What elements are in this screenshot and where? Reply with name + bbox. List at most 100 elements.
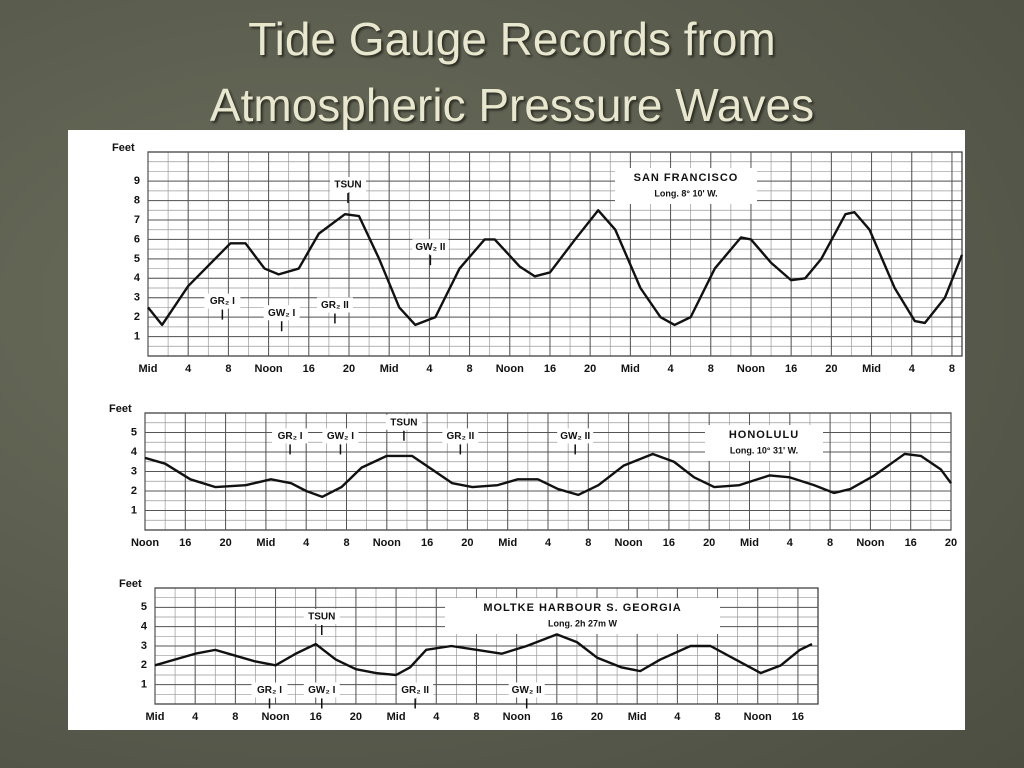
x-tick-label: 20 bbox=[591, 711, 603, 723]
annotation-background bbox=[397, 682, 434, 698]
x-tick-label: 20 bbox=[343, 363, 355, 375]
annotation-text: TSUN bbox=[390, 417, 417, 428]
location-label: HONOLULU bbox=[729, 429, 799, 441]
tide-line bbox=[144, 452, 952, 499]
x-tick-label: 20 bbox=[461, 537, 473, 549]
x-tick-label: 4 bbox=[545, 537, 552, 549]
y-tick-label: 1 bbox=[141, 679, 147, 691]
annotation-text: GR₂ I bbox=[257, 685, 282, 696]
x-tick-label: 16 bbox=[310, 711, 322, 723]
x-tick-label: 8 bbox=[467, 363, 473, 375]
location-label: MOLTKE HARBOUR S. GEORGIA bbox=[483, 602, 681, 614]
annotation-text: GR₂ I bbox=[278, 431, 303, 442]
slide-title: Tide Gauge Records from bbox=[248, 13, 776, 65]
annotation-background bbox=[557, 428, 594, 444]
x-tick-label: Mid bbox=[628, 711, 647, 723]
x-tick-label: Mid bbox=[740, 537, 759, 549]
x-tick-label: Mid bbox=[862, 363, 881, 375]
x-tick-label: 8 bbox=[473, 711, 479, 723]
y-tick-label: 6 bbox=[134, 233, 140, 245]
x-tick-label: Mid bbox=[621, 363, 640, 375]
x-tick-label: 4 bbox=[674, 711, 681, 723]
y-tick-label: 8 bbox=[134, 194, 140, 206]
annotation-background bbox=[251, 682, 288, 698]
longitude-label: Long. 8° 10' W. bbox=[654, 188, 717, 198]
annotation-background bbox=[322, 428, 359, 444]
annotation-background bbox=[329, 177, 366, 193]
x-tick-label: Noon bbox=[131, 537, 159, 549]
x-tick-label: 20 bbox=[584, 363, 596, 375]
x-tick-label: 20 bbox=[219, 537, 231, 549]
y-tick-label: 2 bbox=[131, 485, 137, 497]
y-tick-label: 1 bbox=[131, 504, 137, 516]
annotation-background bbox=[263, 305, 300, 321]
x-tick-label: 8 bbox=[232, 711, 238, 723]
x-tick-label: Mid bbox=[498, 537, 517, 549]
x-tick-label: 20 bbox=[703, 537, 715, 549]
x-tick-label: Noon bbox=[261, 711, 289, 723]
x-tick-label: 8 bbox=[343, 537, 349, 549]
annotation-text: GR₂ II bbox=[446, 431, 474, 442]
x-tick-label: Noon bbox=[744, 711, 772, 723]
annotation-text: GR₂ II bbox=[321, 300, 349, 311]
y-tick-label: 3 bbox=[134, 292, 140, 304]
tide-line bbox=[154, 633, 813, 677]
slide-title: Atmospheric Pressure Waves bbox=[209, 79, 815, 131]
x-tick-label: 8 bbox=[714, 711, 720, 723]
x-tick-label: 20 bbox=[350, 711, 362, 723]
y-tick-label: 4 bbox=[141, 621, 148, 633]
y-tick-label: 1 bbox=[134, 330, 140, 342]
x-tick-label: 4 bbox=[787, 537, 794, 549]
x-tick-label: Noon bbox=[737, 363, 765, 375]
y-tick-label: 4 bbox=[131, 446, 138, 458]
x-tick-label: 8 bbox=[949, 363, 955, 375]
y-tick-label: 5 bbox=[134, 253, 140, 265]
x-tick-label: Noon bbox=[856, 537, 884, 549]
annotation-text: GW₂ I bbox=[308, 685, 335, 696]
tide-line bbox=[147, 209, 964, 327]
annotation-text: GW₂ I bbox=[268, 308, 295, 319]
location-label: SAN FRANCISCO bbox=[634, 172, 739, 184]
annotation-text: GR₂ I bbox=[210, 296, 235, 307]
annotation-text: GW₂ II bbox=[415, 242, 445, 253]
x-tick-label: Noon bbox=[615, 537, 643, 549]
x-tick-label: Noon bbox=[373, 537, 401, 549]
annotation-background bbox=[272, 428, 309, 444]
x-tick-label: Noon bbox=[503, 711, 531, 723]
x-tick-label: 16 bbox=[421, 537, 433, 549]
x-tick-label: 8 bbox=[827, 537, 833, 549]
annotation-background bbox=[442, 428, 479, 444]
x-tick-label: 4 bbox=[303, 537, 310, 549]
x-tick-label: 16 bbox=[544, 363, 556, 375]
x-tick-label: Mid bbox=[146, 711, 165, 723]
x-tick-label: 4 bbox=[192, 711, 199, 723]
y-axis-label: Feet bbox=[109, 403, 132, 415]
y-tick-label: 5 bbox=[141, 601, 147, 613]
x-tick-label: 16 bbox=[905, 537, 917, 549]
x-tick-label: Mid bbox=[139, 363, 158, 375]
x-tick-label: 16 bbox=[551, 711, 563, 723]
y-tick-label: 2 bbox=[141, 659, 147, 671]
x-tick-label: 4 bbox=[668, 363, 675, 375]
x-tick-label: 20 bbox=[825, 363, 837, 375]
x-tick-label: 16 bbox=[663, 537, 675, 549]
annotation-background bbox=[316, 297, 353, 313]
location-box bbox=[445, 598, 720, 634]
x-tick-label: Mid bbox=[256, 537, 275, 549]
annotation-text: TSUN bbox=[308, 612, 335, 623]
x-tick-label: 20 bbox=[945, 537, 957, 549]
annotation-background bbox=[508, 682, 545, 698]
location-box bbox=[705, 425, 823, 461]
x-tick-label: 16 bbox=[303, 363, 315, 375]
longitude-label: Long. 10° 31' W. bbox=[730, 445, 798, 455]
y-axis-label: Feet bbox=[112, 142, 135, 154]
y-tick-label: 5 bbox=[131, 426, 137, 438]
y-tick-label: 3 bbox=[141, 640, 147, 652]
y-tick-label: 7 bbox=[134, 214, 140, 226]
y-tick-label: 2 bbox=[134, 311, 140, 323]
x-tick-label: Mid bbox=[387, 711, 406, 723]
x-tick-label: 16 bbox=[792, 711, 804, 723]
annotation-background bbox=[204, 293, 241, 309]
x-tick-label: 8 bbox=[708, 363, 714, 375]
